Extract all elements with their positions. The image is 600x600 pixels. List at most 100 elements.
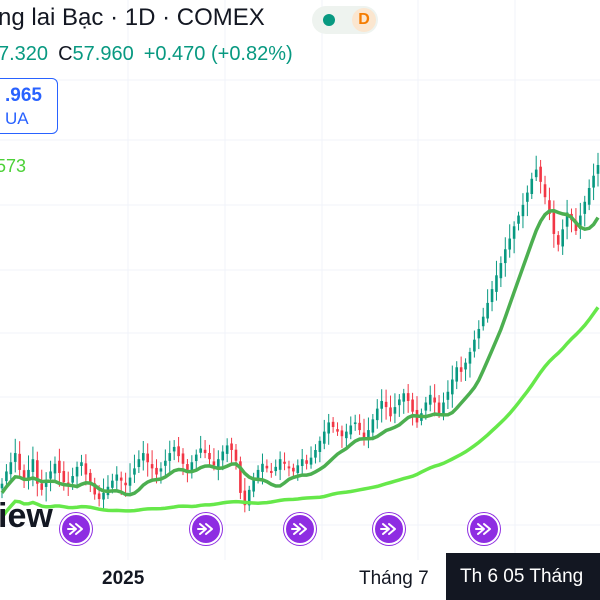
candle-body bbox=[44, 480, 48, 487]
candle bbox=[53, 456, 57, 482]
candle-body bbox=[587, 187, 591, 205]
candle-body bbox=[336, 429, 339, 432]
candle bbox=[486, 289, 489, 323]
candle bbox=[309, 446, 313, 469]
candle bbox=[239, 456, 242, 500]
candle bbox=[561, 219, 564, 255]
candle bbox=[464, 358, 467, 381]
fast-forward-arrow-icon[interactable] bbox=[373, 513, 405, 545]
candle-body bbox=[596, 165, 600, 174]
candle bbox=[331, 417, 335, 433]
candle-body bbox=[58, 460, 61, 473]
candle-body bbox=[477, 328, 481, 339]
candle bbox=[358, 414, 361, 435]
candle bbox=[336, 422, 339, 436]
candle bbox=[75, 461, 79, 489]
candle bbox=[58, 448, 61, 487]
candle bbox=[503, 237, 507, 277]
candle bbox=[552, 200, 556, 248]
candle-body bbox=[389, 407, 392, 417]
ma-value-label: 573 bbox=[0, 156, 27, 176]
candle-body bbox=[451, 379, 454, 395]
candle-body bbox=[375, 408, 379, 421]
candle bbox=[22, 464, 26, 489]
candle bbox=[340, 425, 344, 448]
candle bbox=[592, 163, 595, 201]
candle bbox=[150, 450, 154, 483]
candle-body bbox=[353, 422, 357, 425]
candle bbox=[318, 436, 322, 463]
candle bbox=[243, 478, 247, 513]
candle bbox=[31, 446, 35, 487]
candle-body bbox=[398, 399, 401, 406]
market-open-dot-icon bbox=[323, 14, 335, 26]
candle bbox=[371, 414, 375, 441]
candle-body bbox=[322, 431, 326, 444]
fast-forward-arrow-icon[interactable] bbox=[468, 513, 500, 545]
candle-body bbox=[128, 477, 132, 486]
buy-price-value: .965 bbox=[5, 85, 42, 106]
candle-body bbox=[164, 460, 167, 466]
candle bbox=[490, 280, 494, 312]
candle-body bbox=[230, 443, 233, 450]
fast-forward-arrow-icon[interactable] bbox=[190, 513, 222, 545]
candle bbox=[345, 423, 348, 447]
candle-body bbox=[446, 391, 450, 400]
candle-body bbox=[512, 226, 516, 239]
candle bbox=[583, 195, 587, 227]
candle bbox=[146, 443, 149, 477]
candle bbox=[481, 307, 485, 331]
candle bbox=[526, 185, 529, 217]
candle bbox=[265, 459, 269, 473]
candle bbox=[80, 454, 83, 476]
candle-body bbox=[225, 445, 229, 454]
candle-body bbox=[84, 463, 88, 475]
candle bbox=[9, 452, 13, 483]
candle-body bbox=[62, 471, 66, 483]
candle-body bbox=[455, 367, 459, 382]
fast-forward-arrow-icon[interactable] bbox=[60, 513, 92, 545]
interval-badge[interactable]: D bbox=[352, 8, 376, 32]
candle-body bbox=[362, 432, 366, 438]
candle bbox=[473, 330, 476, 358]
status-pill[interactable]: D bbox=[312, 6, 378, 34]
candle-body bbox=[278, 459, 282, 470]
candle bbox=[477, 320, 481, 350]
candle bbox=[278, 451, 282, 481]
candle bbox=[93, 477, 97, 500]
ohlc-readout: 7.320 C57.960 +0.470 (+0.82%) bbox=[0, 43, 293, 66]
candle-body bbox=[111, 480, 114, 488]
candle bbox=[44, 472, 48, 502]
candle bbox=[168, 440, 172, 475]
candle-body bbox=[296, 465, 300, 474]
candle bbox=[362, 418, 366, 446]
candle-body bbox=[428, 394, 432, 405]
candle bbox=[327, 413, 330, 445]
open-value: 7.320 bbox=[0, 43, 49, 65]
candle-body bbox=[186, 464, 189, 470]
buy-price-button[interactable]: .965 UA bbox=[0, 78, 58, 134]
candle bbox=[287, 460, 291, 477]
candle-body bbox=[252, 477, 255, 492]
candle bbox=[274, 459, 278, 476]
candle bbox=[451, 365, 454, 408]
candle-body bbox=[146, 453, 149, 463]
candle bbox=[203, 440, 207, 459]
candle-body bbox=[31, 459, 35, 472]
fast-forward-arrow-icon[interactable] bbox=[284, 513, 316, 545]
candle bbox=[314, 444, 317, 464]
candle-body bbox=[468, 351, 472, 364]
candle-body bbox=[481, 316, 485, 327]
candle-body bbox=[380, 400, 383, 409]
candle bbox=[495, 260, 498, 301]
candle-body bbox=[141, 453, 145, 461]
candle-body bbox=[499, 263, 503, 279]
candle-body bbox=[18, 453, 21, 470]
candle-body bbox=[486, 302, 489, 319]
candle bbox=[543, 175, 547, 205]
candle-body bbox=[119, 477, 123, 481]
close-key: C bbox=[58, 43, 73, 65]
candle bbox=[548, 187, 551, 221]
candle-body bbox=[561, 229, 564, 247]
